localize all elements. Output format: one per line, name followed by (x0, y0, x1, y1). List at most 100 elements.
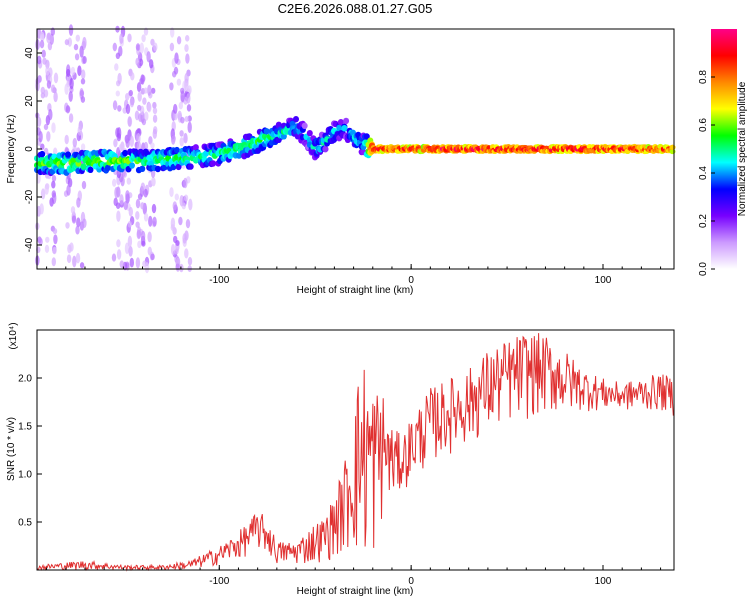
spectrogram-noise-cell (151, 176, 156, 186)
spectrogram-noise-cell (38, 130, 43, 143)
spectrogram-noise-cell (184, 80, 189, 92)
spectrogram-noise-cell (185, 218, 191, 229)
spectrogram-ridge-cell (322, 145, 329, 153)
colorbar-tick-label: 0.2 (698, 214, 709, 228)
spectrogram-noise-cell (115, 52, 121, 60)
spectrogram-noise-cell (76, 217, 81, 228)
spectrogram-noise-cell (72, 137, 78, 148)
spectrogram-noise-cell (149, 59, 154, 69)
colorbar-gradient (711, 29, 737, 269)
spectrogram-noise-cell (153, 42, 158, 52)
spectrogram-noise-cell (115, 90, 121, 97)
spectrogram-x-tick-label: 100 (595, 275, 612, 286)
spectrogram-noise-cell (152, 128, 157, 139)
spectrogram-noise-cell (44, 244, 50, 254)
spectrogram-noise-cell (125, 190, 130, 201)
spectrogram-noise-cell (150, 142, 155, 149)
snr-y-tick-label: 0.5 (18, 518, 32, 529)
spectrogram-ridge-cell (210, 160, 217, 167)
spectrogram-noise-cell (65, 222, 70, 229)
spectrogram-noise-cell (49, 197, 54, 207)
spectrogram-noise-cell (127, 235, 133, 248)
spectrogram-noise-cell (38, 237, 43, 246)
spectrogram-noise-cell (64, 83, 69, 95)
spectrogram-noise-cell (51, 257, 56, 267)
spectrogram-noise-cell (152, 216, 157, 227)
spectrogram-noise-cell (129, 97, 135, 108)
spectrogram-noise-cell (45, 236, 50, 243)
spectrogram-noise-cell (141, 118, 147, 126)
spectrogram-noise-cell (135, 198, 141, 209)
spectrogram-noise-cell (152, 114, 158, 123)
spectrogram-noise-cell (80, 143, 86, 151)
spectrogram-noise-cell (81, 69, 86, 80)
spectrogram-noise-cell (173, 103, 178, 114)
spectrogram-noise-cell (66, 184, 71, 196)
spectrogram-ridge-cell (192, 144, 199, 151)
colorbar-ticks: 0.0 0.2 0.4 0.6 0.8 (698, 70, 715, 276)
snr-x-ticks: -100 0 100 (46, 565, 662, 587)
spectrogram-noise-cell (66, 69, 71, 77)
spectrogram-noise-cell (125, 103, 131, 115)
spectrogram-ridge-cell (175, 163, 182, 171)
spectrogram-ridge-cell (301, 122, 308, 129)
spectrogram-y-tick-label: 40 (24, 47, 35, 59)
spectrogram-noise-cell (43, 123, 49, 131)
spectrogram-noise-cell (174, 193, 179, 201)
spectrogram-ridge-cell (129, 162, 135, 169)
snr-data (36, 333, 674, 572)
spectrogram-noise-cell (114, 63, 119, 71)
spectrogram-noise-cell (36, 28, 42, 40)
spectrogram-noise-cell (185, 34, 190, 42)
spectrogram-noise-cell (77, 125, 83, 136)
spectrogram-noise-cell (71, 215, 77, 224)
spectrogram-noise-cell (40, 92, 46, 99)
spectrogram-noise-cell (39, 40, 45, 49)
spectrogram-noise-cell (116, 127, 122, 139)
spectrogram-noise-cell (147, 102, 152, 113)
spectrogram-noise-cell (137, 193, 143, 201)
spectrogram-noise-cell (75, 34, 81, 42)
spectrogram-noise-cell (141, 240, 146, 247)
spectrogram-noise-cell (40, 143, 45, 150)
spectrogram-ridge-cell (341, 125, 348, 132)
spectrogram-noise-cell (148, 215, 153, 227)
spectrogram-noise-cell (142, 97, 147, 105)
spectrogram-noise-cell (135, 221, 140, 228)
spectrogram-noise-cell (170, 244, 176, 256)
spectrogram-noise-cell (73, 43, 79, 51)
spectrogram-noise-cell (150, 253, 155, 261)
spectrogram-noise-cell (45, 66, 50, 76)
spectrogram-noise-cell (124, 134, 130, 144)
spectrogram-noise-cell (117, 105, 122, 112)
spectrogram-noise-cell (183, 132, 188, 144)
spectrogram-ridge-cell (122, 149, 129, 157)
spectrogram-noise-cell (130, 72, 135, 81)
spectrogram-panel: -100 0 100 -40 -20 0 20 40 Height of straight … (6, 24, 676, 296)
spectrogram-noise-cell (143, 87, 148, 94)
spectrogram-noise-cell (111, 253, 117, 262)
snr-panel: -100 0 100 0.5 1.0 1.5 2.0 Height of straight… (6, 322, 675, 597)
spectrogram-ridge-cell (343, 117, 350, 125)
spectrogram-noise-cell (82, 36, 87, 49)
spectrogram-noise-cell (127, 220, 132, 228)
spectrogram-ridge-cell (306, 130, 313, 137)
spectrogram-noise-cell (115, 202, 121, 209)
spectrogram-noise-cell (182, 233, 187, 244)
spectrogram-noise-cell (139, 42, 144, 54)
spectrogram-noise-cell (140, 230, 146, 242)
spectrogram-noise-cell (116, 249, 122, 260)
spectrogram-y-ticks: -40 -20 0 20 40 (24, 47, 42, 252)
colorbar-tick-label: 0.6 (698, 118, 709, 132)
spectrogram-noise-cell (174, 52, 179, 64)
spectrogram-noise-cell (174, 248, 179, 255)
spectrogram-noise-cell (147, 246, 152, 256)
spectrogram-noise-cell (128, 245, 133, 257)
colorbar-tick-label: 0.8 (698, 70, 709, 84)
snr-y-ticks: 0.5 1.0 1.5 2.0 (18, 374, 42, 529)
spectrogram-noise-cell (147, 231, 152, 243)
spectrogram-noise-cell (146, 51, 151, 63)
spectrogram-noise-cell (183, 177, 188, 189)
snr-x-tick-label: 100 (595, 576, 612, 587)
spectrogram-noise-cell (79, 89, 85, 97)
